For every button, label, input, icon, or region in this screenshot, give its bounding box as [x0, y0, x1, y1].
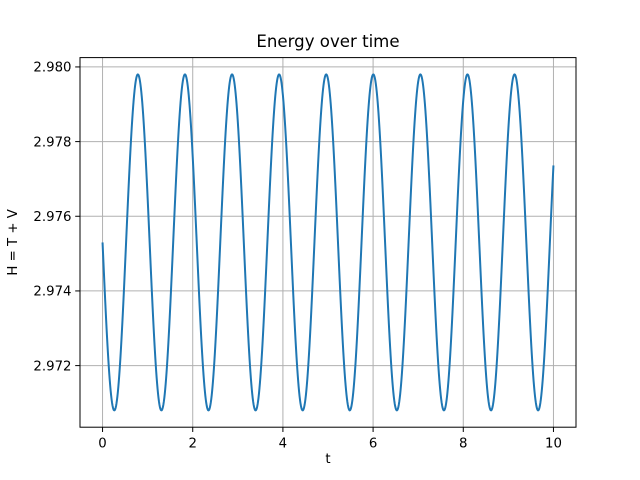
- energy-line-series: [101, 73, 555, 412]
- grid-layer: [80, 57, 576, 428]
- x-axis-label: t: [325, 452, 330, 467]
- y-axis-label: H = T + V: [6, 209, 21, 275]
- y-tick-label: 2.978: [33, 135, 71, 150]
- axes-frame: [79, 57, 577, 428]
- y-tick-label: 2.980: [33, 61, 71, 76]
- x-tick-label: 6: [369, 437, 377, 452]
- x-tick-label: 0: [98, 437, 106, 452]
- y-tick-label: 2.972: [33, 359, 71, 374]
- x-tick-label: 2: [188, 437, 196, 452]
- y-tick-label: 2.976: [33, 210, 71, 225]
- x-tick-label: 8: [459, 437, 467, 452]
- x-tick-label: 10: [545, 437, 562, 452]
- y-tick-label: 2.974: [33, 285, 71, 300]
- x-tick-label: 4: [279, 437, 287, 452]
- chart-title: Energy over time: [256, 32, 399, 51]
- tick-layer: 0 2 4 6 8 10 2.972 2.974 2.976 2.978 2.980: [33, 61, 561, 452]
